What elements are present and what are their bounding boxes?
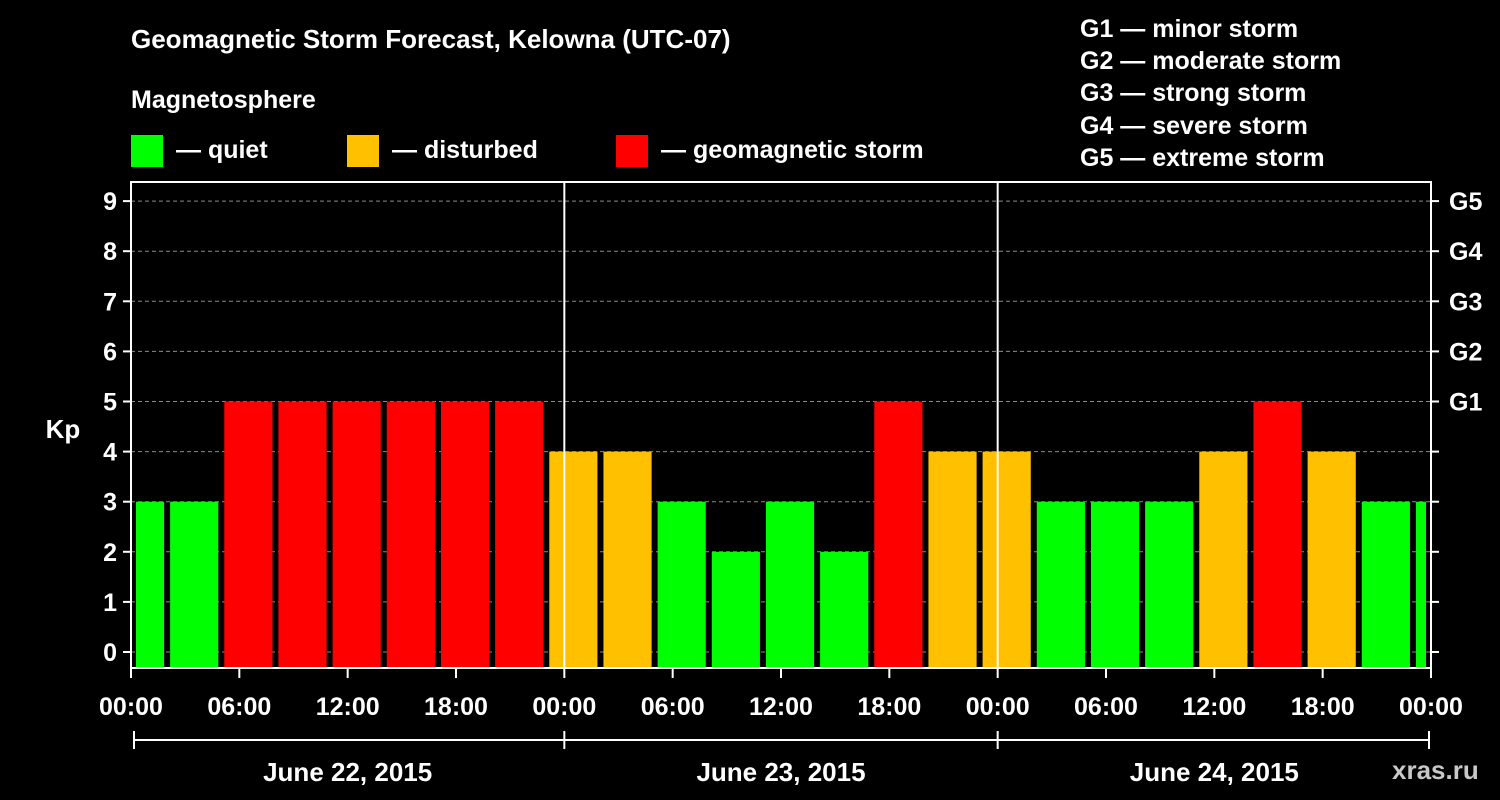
g-label-g2: G2 [1449,338,1482,366]
magnetosphere-label: Magnetosphere [131,86,316,114]
x-tick-label-10: 12:00 [1182,693,1246,721]
day-label-0: June 22, 2015 [263,757,432,787]
storm-swatch [616,135,648,167]
bar-21 [1253,401,1302,668]
bar-22 [1307,451,1356,668]
bar-5 [386,401,435,668]
bar-12 [765,501,815,668]
y-tick-label-8: 8 [103,238,117,266]
x-tick-label-8: 00:00 [966,693,1030,721]
bar-1 [170,501,219,668]
storm-scale-g4: G4 — severe storm [1080,111,1308,140]
legend-label-storm: — geomagnetic storm [661,136,924,164]
bar-8 [549,451,598,668]
legend-item-quiet: — quiet [131,135,331,169]
bar-0 [136,501,165,668]
legend-item-storm: — geomagnetic storm [616,135,956,169]
bar-6 [440,401,490,668]
disturbed-swatch [347,135,379,167]
x-tick-label-11: 18:00 [1291,693,1355,721]
x-tick-label-7: 18:00 [857,693,921,721]
g-label-g3: G3 [1449,288,1482,316]
y-axis-label: Kp [46,414,81,444]
bar-2 [224,401,273,668]
day-label-2: June 24, 2015 [1130,757,1299,787]
bar-14 [874,401,923,668]
storm-scale-g3: G3 — strong storm [1080,79,1307,108]
bar-16 [982,451,1031,668]
storm-scale-g2: G2 — moderate storm [1080,47,1342,76]
storm-scale-g1: G1 — minor storm [1080,15,1299,43]
bar-18 [1090,501,1140,668]
chart-title: Geomagnetic Storm Forecast, Kelowna (UTC… [131,24,731,54]
x-tick-label-9: 06:00 [1074,693,1138,721]
legend-item-disturbed: — disturbed [347,135,577,169]
bar-11 [711,551,760,668]
storm-scale-g5: G5 — extreme storm [1080,143,1325,172]
bar-10 [657,501,706,668]
g-label-g4: G4 [1449,238,1482,266]
x-tick-label-3: 18:00 [424,693,488,721]
bar-20 [1199,451,1248,668]
y-tick-label-7: 7 [103,288,117,316]
x-tick-label-1: 06:00 [207,693,271,721]
watermark: xras.ru [1392,755,1479,785]
legend-label-disturbed: — disturbed [392,136,538,164]
bar-13 [820,551,869,668]
bar-24 [1415,501,1426,668]
bar-17 [1036,501,1085,668]
x-tick-label-0: 00:00 [99,693,163,721]
y-tick-label-5: 5 [103,389,117,417]
legend-label-quiet: — quiet [176,136,268,164]
x-tick-label-12: 00:00 [1399,693,1463,721]
bar-15 [928,451,977,668]
bar-9 [603,451,652,668]
bar-19 [1145,501,1194,668]
y-tick-label-3: 3 [103,489,117,517]
y-tick-label-4: 4 [103,439,117,467]
g-label-g5: G5 [1449,188,1482,216]
bar-23 [1361,501,1410,668]
y-tick-label-6: 6 [103,338,117,366]
bar-7 [495,401,544,668]
quiet-swatch [131,135,163,167]
y-tick-label-9: 9 [103,188,117,216]
x-tick-label-4: 00:00 [532,693,596,721]
bar-3 [278,401,327,668]
x-tick-label-6: 12:00 [749,693,813,721]
bar-4 [332,401,381,668]
x-tick-label-5: 06:00 [641,693,705,721]
x-tick-label-2: 12:00 [316,693,380,721]
y-tick-label-1: 1 [103,589,117,617]
y-tick-label-0: 0 [103,639,117,667]
storm-scale-legend: G1 — minor storm G2 — moderate storm G3 … [1080,13,1341,174]
y-tick-label-2: 2 [103,539,117,567]
day-label-1: June 23, 2015 [696,757,865,787]
g-label-g1: G1 [1449,389,1482,417]
